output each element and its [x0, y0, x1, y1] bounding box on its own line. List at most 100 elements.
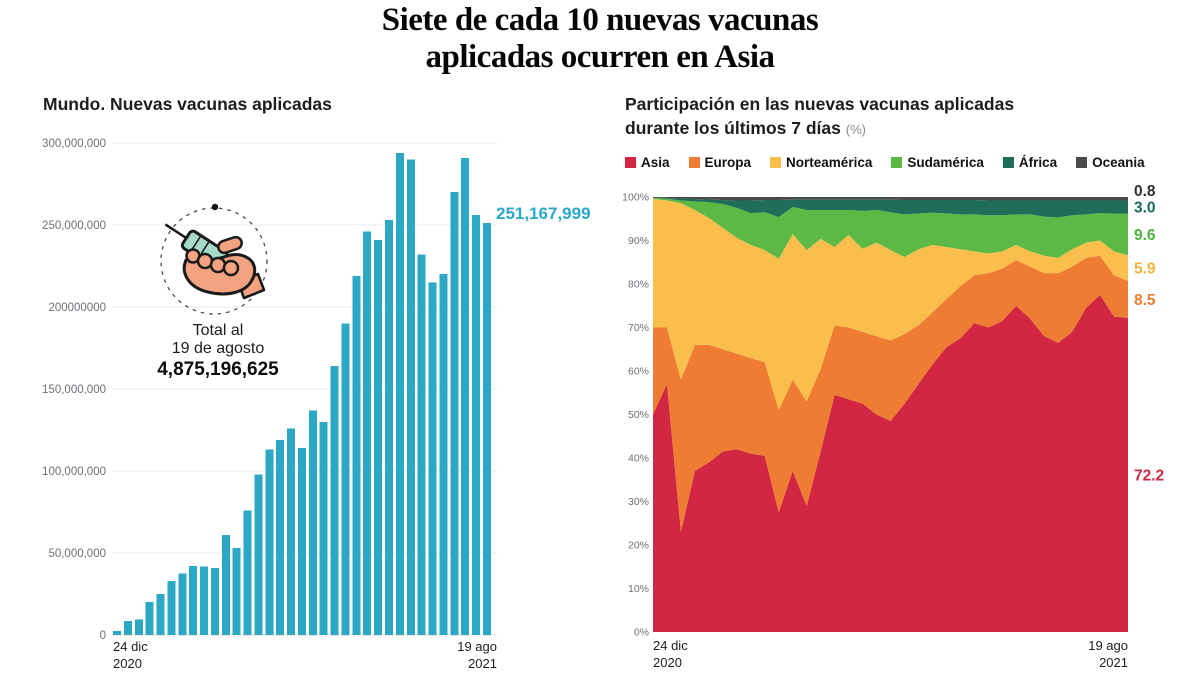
bar	[167, 580, 176, 635]
x-end-year: 2021	[468, 656, 497, 671]
thumb	[217, 235, 243, 255]
legend-label: Sudamérica	[907, 155, 984, 170]
legend-item-áfrica: África	[1002, 155, 1057, 170]
annotation-total: 4,875,196,625	[157, 359, 279, 380]
bar	[210, 567, 219, 635]
y-tick-label: 200000000	[48, 302, 106, 314]
end-label-sudamérica: 9.6	[1134, 227, 1156, 244]
annotation-line2: 19 de agosto	[172, 340, 265, 357]
legend-label: Europa	[704, 155, 752, 170]
bar	[232, 548, 241, 635]
y-tick-label: 250,000,000	[42, 220, 106, 232]
bar	[123, 621, 132, 635]
bar	[134, 619, 143, 635]
x-end-label: 19 ago	[457, 639, 497, 654]
y-tick-label: 90%	[628, 235, 649, 247]
right-title-line2: durante los últimos 7 días	[625, 118, 841, 138]
last-bar-value-label: 251,167,999	[496, 204, 591, 223]
y-axis-labels: 0% 10% 20% 30% 40% 50% 60% 70% 80% 90% 100%	[622, 192, 649, 639]
bar	[254, 474, 263, 635]
end-label-europa: 8.5	[1134, 292, 1156, 309]
legend: Asia Europa Norteamérica Sudamérica África Oc…	[625, 155, 1145, 170]
bar	[428, 282, 437, 635]
legend-item-norteamérica: Norteamérica	[770, 155, 872, 170]
bar	[319, 421, 328, 635]
y-tick-label: 70%	[628, 322, 649, 334]
legend-item-sudamérica: Sudamérica	[891, 155, 984, 170]
end-label-asia: 72.2	[1134, 467, 1164, 484]
bar	[439, 274, 448, 635]
right-title-line1: Participación en las nuevas vacunas apli…	[625, 94, 1015, 114]
bar	[482, 223, 491, 635]
x-start-year: 2020	[653, 655, 682, 670]
x-end-label: 19 ago	[1088, 638, 1128, 653]
bar	[406, 159, 415, 635]
bar-chart-world-vaccines: 300,000,000 250,000,000 200000000 150,000,0…	[42, 138, 591, 671]
headline: Siete de cada 10 nuevas vacunas aplicada…	[0, 2, 1200, 76]
x-axis-labels: 24 dic 2020 19 ago 2021	[113, 639, 497, 671]
bar	[113, 631, 121, 635]
bar	[243, 510, 252, 635]
legend-swatch	[770, 157, 782, 168]
right-title-unit: (%)	[845, 122, 866, 137]
y-axis-labels: 300,000,000 250,000,000 200000000 150,000,0…	[42, 138, 106, 642]
legend-swatch	[891, 157, 903, 168]
finger	[222, 259, 240, 277]
bar	[330, 366, 339, 635]
bar	[341, 323, 350, 635]
area-asia	[653, 294, 1128, 632]
bar	[145, 602, 154, 635]
y-tick-label: 150,000,000	[42, 384, 106, 396]
y-tick-label: 60%	[628, 366, 649, 378]
annotation: Total al 19 de agosto 4,875,196,625	[157, 203, 279, 380]
bar	[189, 566, 198, 635]
y-tick-label: 10%	[628, 583, 649, 595]
y-tick-label: 50%	[628, 409, 649, 421]
y-tick-label: 40%	[628, 453, 649, 465]
y-tick-label: 80%	[628, 279, 649, 291]
stacked-areas	[653, 197, 1128, 632]
dot	[211, 203, 219, 211]
x-start-year: 2020	[113, 656, 142, 671]
bar	[417, 254, 426, 635]
bar	[374, 239, 383, 635]
x-end-year: 2021	[1099, 655, 1128, 670]
end-label-oceania: 0.8	[1134, 183, 1156, 200]
legend-item-oceania: Oceania	[1076, 155, 1145, 170]
bar	[363, 231, 372, 635]
y-tick-label: 100,000,000	[42, 466, 106, 478]
stacked-area-chart-share: 0% 10% 20% 30% 40% 50% 60% 70% 80% 90% 100% 72.2 8.…	[622, 183, 1164, 670]
y-tick-label: 30%	[628, 496, 649, 508]
headline-line1: Siete de cada 10 nuevas vacunas	[381, 2, 819, 38]
y-tick-label: 50,000,000	[48, 548, 106, 560]
bar	[308, 410, 317, 635]
y-tick-label: 0%	[634, 627, 649, 639]
area-europa	[653, 255, 1128, 532]
syringe-hand-icon	[164, 223, 266, 300]
bar	[385, 220, 393, 635]
x-axis-labels: 24 dic 2020 19 ago 2021	[653, 638, 1128, 670]
y-tick-label: 100%	[622, 192, 649, 204]
y-tick-label: 300,000,000	[42, 138, 106, 150]
bar	[221, 534, 230, 635]
annotation-line1: Total al	[193, 322, 244, 339]
right-chart-title: Participación en las nuevas vacunas apli…	[625, 92, 1014, 142]
area-oceania	[653, 197, 1128, 201]
bar	[472, 215, 481, 635]
legend-label: Norteamérica	[786, 155, 873, 170]
x-start-label: 24 dic	[653, 638, 688, 653]
area-sudamérica	[653, 197, 1128, 259]
bar	[287, 428, 296, 635]
bars	[113, 152, 491, 635]
legend-swatch	[1002, 157, 1014, 168]
legend-swatch	[625, 157, 636, 168]
bar	[178, 573, 187, 635]
legend-swatch	[688, 157, 700, 168]
y-tick-label: 0	[100, 630, 106, 642]
finger	[209, 256, 227, 274]
bar	[450, 192, 459, 635]
end-value-labels: 72.2 8.5 5.9 9.6 3.00.8	[1134, 183, 1164, 484]
headline-line2: aplicadas ocurren en Asia	[425, 39, 775, 75]
bar	[265, 449, 274, 635]
legend-swatch	[1076, 157, 1088, 168]
